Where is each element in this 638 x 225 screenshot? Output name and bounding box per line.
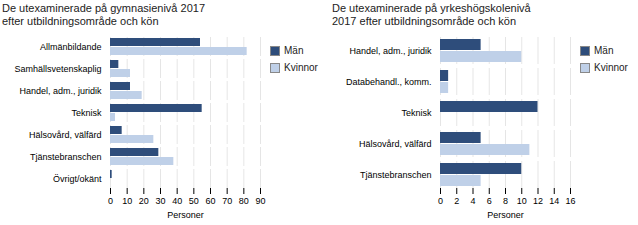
svg-text:Allmänbildande: Allmänbildande xyxy=(40,42,102,52)
svg-text:Personer: Personer xyxy=(167,210,204,220)
html-text:Män: Män xyxy=(284,45,304,56)
svg-text:Handel, adm., juridik: Handel, adm., juridik xyxy=(19,86,102,96)
svg-text:Teknisk: Teknisk xyxy=(71,108,102,118)
html-text:De utexaminerade på yrkeshögsk: De utexaminerade på yrkeshögskolenivå 20… xyxy=(332,2,531,27)
svg-text:80: 80 xyxy=(239,196,249,206)
svg-text:6: 6 xyxy=(487,196,492,206)
svg-text:Hälsovård, välfärd: Hälsovård, välfärd xyxy=(359,139,432,149)
svg-text:70: 70 xyxy=(222,196,232,206)
svg-text:Tjänstebranschen: Tjänstebranschen xyxy=(30,152,102,162)
svg-text:40: 40 xyxy=(172,196,182,206)
svg-text:Databehandl., komm.: Databehandl., komm. xyxy=(346,77,432,87)
html-text:De utexaminerade på gymnasieni: De utexaminerade på gymnasienivå 2017 ef… xyxy=(2,2,205,27)
svg-text:30: 30 xyxy=(155,196,165,206)
svg-text:20: 20 xyxy=(139,196,149,206)
svg-text:50: 50 xyxy=(189,196,199,206)
svg-text:0: 0 xyxy=(108,196,113,206)
svg-text:Teknisk: Teknisk xyxy=(401,108,432,118)
svg-text:10: 10 xyxy=(122,196,132,206)
svg-text:14: 14 xyxy=(549,196,559,206)
svg-text:Övrigt/okänt: Övrigt/okänt xyxy=(53,174,102,184)
svg-text:0: 0 xyxy=(438,196,443,206)
svg-text:8: 8 xyxy=(503,196,508,206)
svg-text:Hälsovård, välfärd: Hälsovård, välfärd xyxy=(29,130,102,140)
svg-text:10: 10 xyxy=(517,196,527,206)
svg-text:2: 2 xyxy=(454,196,459,206)
svg-text:Samhällsvetenskaplig: Samhällsvetenskaplig xyxy=(14,64,101,74)
svg-text:12: 12 xyxy=(533,196,543,206)
svg-text:Tjänstebranschen: Tjänstebranschen xyxy=(360,170,432,180)
html-text:Män: Män xyxy=(594,45,614,56)
svg-text:16: 16 xyxy=(565,196,575,206)
svg-text:90: 90 xyxy=(255,196,265,206)
svg-text:Handel, adm., juridik: Handel, adm., juridik xyxy=(349,46,432,56)
svg-text:4: 4 xyxy=(470,196,475,206)
html-text:Kvinnor: Kvinnor xyxy=(284,62,318,73)
svg-text:Personer: Personer xyxy=(487,210,524,220)
html-text:Kvinnor: Kvinnor xyxy=(594,62,628,73)
svg-text:60: 60 xyxy=(205,196,215,206)
